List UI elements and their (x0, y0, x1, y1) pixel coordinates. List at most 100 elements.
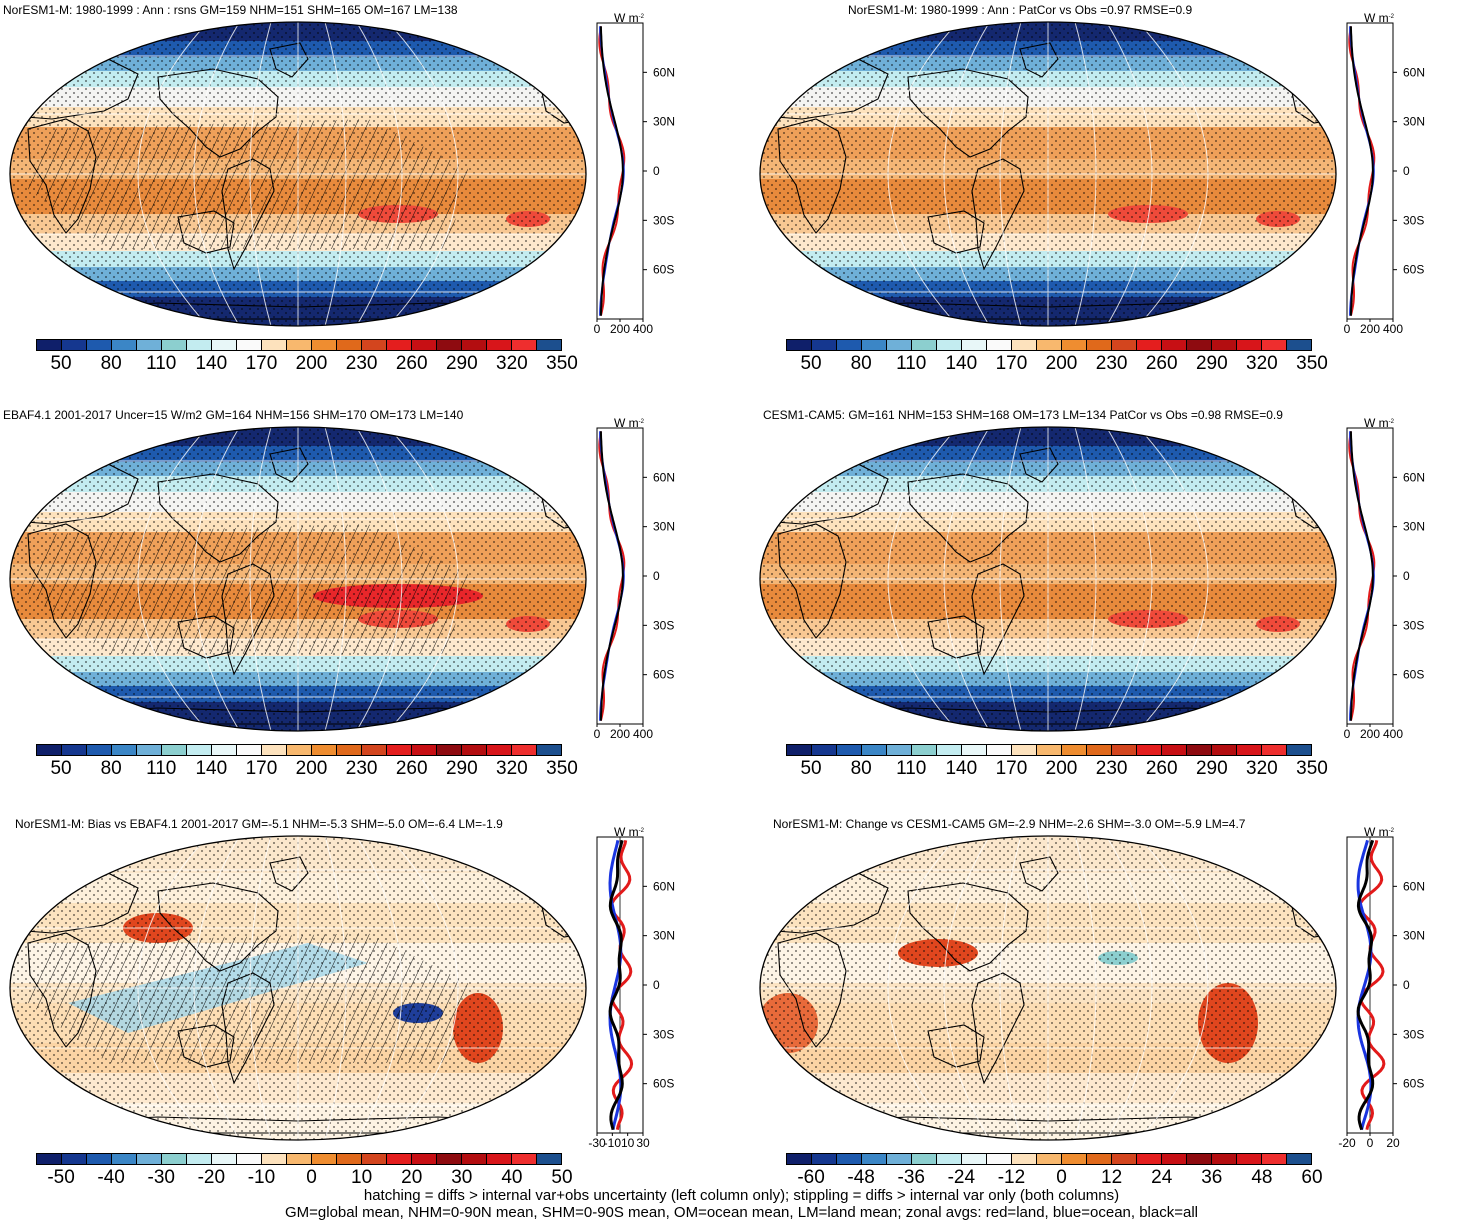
colorbar-swatch (387, 745, 412, 755)
colorbar-swatch (62, 1154, 87, 1164)
colorbar-label: 50 (800, 758, 822, 779)
colorbar-label: 50 (50, 758, 72, 779)
colorbar-swatch (1212, 340, 1237, 350)
robinson-map (759, 21, 1337, 327)
colorbar-swatch (1237, 745, 1262, 755)
colorbar-swatch (1087, 745, 1112, 755)
colorbar-label: 320 (496, 758, 528, 779)
panel-title: NorESM1-M: Change vs CESM1-CAM5 GM=-2.9 … (773, 817, 1246, 831)
colorbar-label: 20 (401, 1167, 423, 1188)
colorbar-swatch (62, 745, 87, 755)
zonal-lat-label: 60N (653, 470, 675, 484)
colorbar-swatch (912, 340, 937, 350)
zonal-all-line (599, 26, 624, 316)
colorbar-label: 0 (1056, 1167, 1067, 1188)
robinson-map (9, 426, 587, 732)
zonal-x-label: 400 (633, 727, 653, 741)
colorbar-label: 350 (1296, 353, 1328, 374)
colorbar-swatch (437, 745, 462, 755)
colorbar-swatch (1037, 745, 1062, 755)
zonal-lat-label: 0 (653, 164, 660, 178)
robinson-map (9, 21, 587, 327)
colorbar-label: 24 (1151, 1167, 1173, 1188)
colorbar-label: 48 (1251, 1167, 1273, 1188)
colorbar-label: 230 (345, 758, 378, 779)
panel-reference-model: CESM1-CAM5: GM=161 NHM=153 SHM=168 OM=17… (753, 408, 1483, 808)
colorbar-label: 320 (496, 353, 528, 374)
colorbar-label: -36 (897, 1167, 925, 1188)
zonal-land-line (609, 840, 634, 1130)
colorbar-swatch (512, 340, 537, 350)
colorbar-swatch (937, 745, 962, 755)
colorbar-swatch (1012, 745, 1037, 755)
footer-note-means: GM=global mean, NHM=0-90N mean, SHM=0-90… (284, 1204, 1198, 1221)
zonal-x-label: 0 (594, 727, 601, 741)
colorbar-swatch (112, 745, 137, 755)
zonal-lat-label: 60S (1403, 668, 1424, 682)
colorbar-swatch (87, 1154, 112, 1164)
colorbar-swatch (987, 1154, 1012, 1164)
colorbar-label: 60 (1301, 1167, 1323, 1188)
colorbar-swatch (162, 340, 187, 350)
colorbar-swatch (1162, 340, 1187, 350)
zonal-lat-label: 60N (1403, 879, 1425, 893)
colorbar-swatch (312, 745, 337, 755)
zonal-x-label: 200 (1360, 322, 1380, 336)
robinson-map (9, 835, 587, 1141)
zonal-mean-plot: W m-2 60N 30N 0 30S 60S -30-10 10 30 (588, 825, 675, 1150)
colorbar-swatch (412, 745, 437, 755)
colorbar-swatch (812, 340, 837, 350)
colorbar-swatch (462, 745, 487, 755)
colorbar: 50 80 110 140 170 200 230 260 290 320 350 (36, 744, 578, 780)
colorbar-label: 80 (850, 758, 872, 779)
colorbar-swatch (137, 745, 162, 755)
colorbar-label: 350 (546, 353, 578, 374)
colorbar-label: -12 (997, 1167, 1026, 1188)
colorbar-swatch (287, 745, 312, 755)
colorbar-swatch (412, 340, 437, 350)
panel-title: NorESM1-M: 1980-1999 : Ann : PatCor vs O… (848, 3, 1193, 17)
zonal-lat-label: 60S (1403, 1077, 1424, 1091)
colorbar-label: 230 (1095, 758, 1128, 779)
colorbar-swatch (962, 340, 987, 350)
zonal-all-line (1356, 839, 1375, 1131)
colorbar-swatch (337, 1154, 362, 1164)
colorbar-swatch (987, 340, 1012, 350)
colorbar-swatch (87, 340, 112, 350)
zonal-lat-label: 0 (653, 978, 660, 992)
colorbar-swatch (887, 1154, 912, 1164)
colorbar-swatch (1162, 745, 1187, 755)
colorbar-swatch (1262, 745, 1287, 755)
zonal-unit-exponent: -2 (1389, 828, 1395, 834)
colorbar-swatch (812, 745, 837, 755)
colorbar-swatch (862, 1154, 887, 1164)
colorbar-swatch (962, 745, 987, 755)
zonal-x-label: 30 (636, 1136, 650, 1150)
colorbar-swatch (262, 340, 287, 350)
zonal-unit-exponent: -2 (1389, 14, 1395, 20)
zonal-all-line (1349, 26, 1374, 316)
colorbar-swatch (537, 1154, 561, 1164)
colorbar-swatch (812, 1154, 837, 1164)
colorbar-label: 140 (945, 758, 978, 779)
zonal-lat-label: 60N (1403, 470, 1425, 484)
zonal-unit-exponent: -2 (639, 419, 645, 425)
zonal-lat-label: 30S (653, 1027, 674, 1041)
colorbar-swatch (1262, 1154, 1287, 1164)
colorbar-swatch (937, 340, 962, 350)
colorbar-swatch (1137, 1154, 1162, 1164)
colorbar-swatch (1012, 340, 1037, 350)
colorbar-swatch (37, 745, 62, 755)
zonal-all-line (1349, 431, 1374, 721)
colorbar-label: 260 (395, 758, 428, 779)
colorbar-swatch (412, 1154, 437, 1164)
panel-title: NorESM1-M: Bias vs EBAF4.1 2001-2017 GM=… (15, 817, 503, 831)
panel-model-climatology: NorESM1-M: 1980-1999 : Ann : rsns GM=159… (3, 3, 743, 403)
zonal-all-line (599, 431, 624, 721)
zonal-lat-label: 60N (1403, 65, 1425, 79)
colorbar-label: 320 (1246, 353, 1278, 374)
colorbar-swatch (162, 745, 187, 755)
zonal-x-label: 200 (610, 727, 630, 741)
zonal-lat-label: 30N (1403, 115, 1425, 129)
panel-bias: NorESM1-M: Bias vs EBAF4.1 2001-2017 GM=… (3, 817, 743, 1217)
